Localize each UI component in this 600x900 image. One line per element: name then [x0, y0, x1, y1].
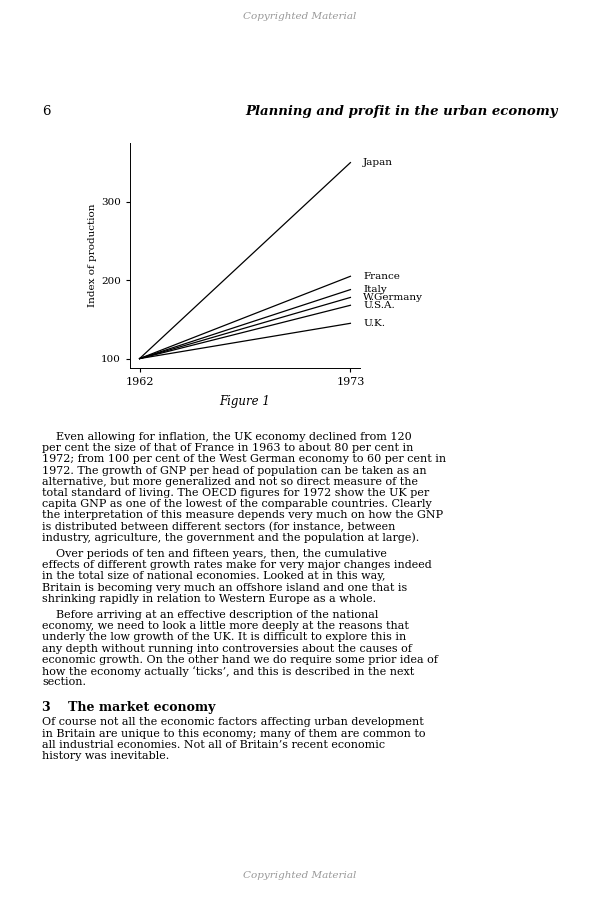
- Text: how the economy actually ‘ticks’, and this is described in the next: how the economy actually ‘ticks’, and th…: [42, 666, 414, 677]
- Text: W.Germany: W.Germany: [363, 292, 423, 302]
- Text: any depth without running into controversies about the causes of: any depth without running into controver…: [42, 644, 412, 653]
- Text: total standard of living. The OECD figures for 1972 show the UK per: total standard of living. The OECD figur…: [42, 488, 429, 498]
- Text: economy, we need to look a little more deeply at the reasons that: economy, we need to look a little more d…: [42, 621, 409, 631]
- Text: 6: 6: [42, 105, 50, 118]
- Text: Planning and profit in the urban economy: Planning and profit in the urban economy: [245, 105, 558, 118]
- Text: economic growth. On the other hand we do require some prior idea of: economic growth. On the other hand we do…: [42, 655, 438, 665]
- Text: Britain is becoming very much an offshore island and one that is: Britain is becoming very much an offshor…: [42, 582, 407, 592]
- Text: alternative, but more generalized and not so direct measure of the: alternative, but more generalized and no…: [42, 477, 418, 487]
- Text: 1972; from 100 per cent of the West German economy to 60 per cent in: 1972; from 100 per cent of the West Germ…: [42, 454, 446, 464]
- Text: industry, agriculture, the government and the population at large).: industry, agriculture, the government an…: [42, 533, 419, 544]
- Text: Of course not all the economic factors affecting urban development: Of course not all the economic factors a…: [42, 717, 424, 727]
- Text: Copyrighted Material: Copyrighted Material: [244, 871, 356, 880]
- Text: Japan: Japan: [363, 158, 393, 167]
- Text: history was inevitable.: history was inevitable.: [42, 751, 169, 761]
- Text: in the total size of national economies. Looked at in this way,: in the total size of national economies.…: [42, 572, 386, 581]
- Text: 1972. The growth of GNP per head of population can be taken as an: 1972. The growth of GNP per head of popu…: [42, 465, 427, 475]
- Text: effects of different growth rates make for very major changes indeed: effects of different growth rates make f…: [42, 560, 432, 571]
- Text: underly the low growth of the UK. It is difficult to explore this in: underly the low growth of the UK. It is …: [42, 633, 406, 643]
- Text: is distributed between different sectors (for instance, between: is distributed between different sectors…: [42, 522, 395, 532]
- Text: Before arriving at an effective description of the national: Before arriving at an effective descript…: [42, 610, 379, 620]
- Text: shrinking rapidly in relation to Western Europe as a whole.: shrinking rapidly in relation to Western…: [42, 594, 376, 604]
- Text: France: France: [363, 272, 400, 281]
- Text: Italy: Italy: [363, 285, 387, 294]
- Text: 3    The market economy: 3 The market economy: [42, 701, 215, 715]
- Text: per cent the size of that of France in 1963 to about 80 per cent in: per cent the size of that of France in 1…: [42, 443, 413, 454]
- Text: in Britain are unique to this economy; many of them are common to: in Britain are unique to this economy; m…: [42, 729, 425, 739]
- Text: the interpretation of this measure depends very much on how the GNP: the interpretation of this measure depen…: [42, 510, 443, 520]
- Text: capita GNP as one of the lowest of the comparable countries. Clearly: capita GNP as one of the lowest of the c…: [42, 500, 432, 509]
- Y-axis label: Index of production: Index of production: [88, 203, 97, 307]
- Text: Figure 1: Figure 1: [220, 394, 271, 408]
- Text: Copyrighted Material: Copyrighted Material: [244, 12, 356, 21]
- Text: Even allowing for inflation, the UK economy declined from 120: Even allowing for inflation, the UK econ…: [42, 432, 412, 442]
- Text: Over periods of ten and fifteen years, then, the cumulative: Over periods of ten and fifteen years, t…: [42, 549, 387, 559]
- Text: section.: section.: [42, 677, 86, 688]
- Text: all industrial economies. Not all of Britain’s recent economic: all industrial economies. Not all of Bri…: [42, 740, 385, 750]
- Text: U.S.A.: U.S.A.: [363, 301, 395, 310]
- Text: U.K.: U.K.: [363, 319, 385, 328]
